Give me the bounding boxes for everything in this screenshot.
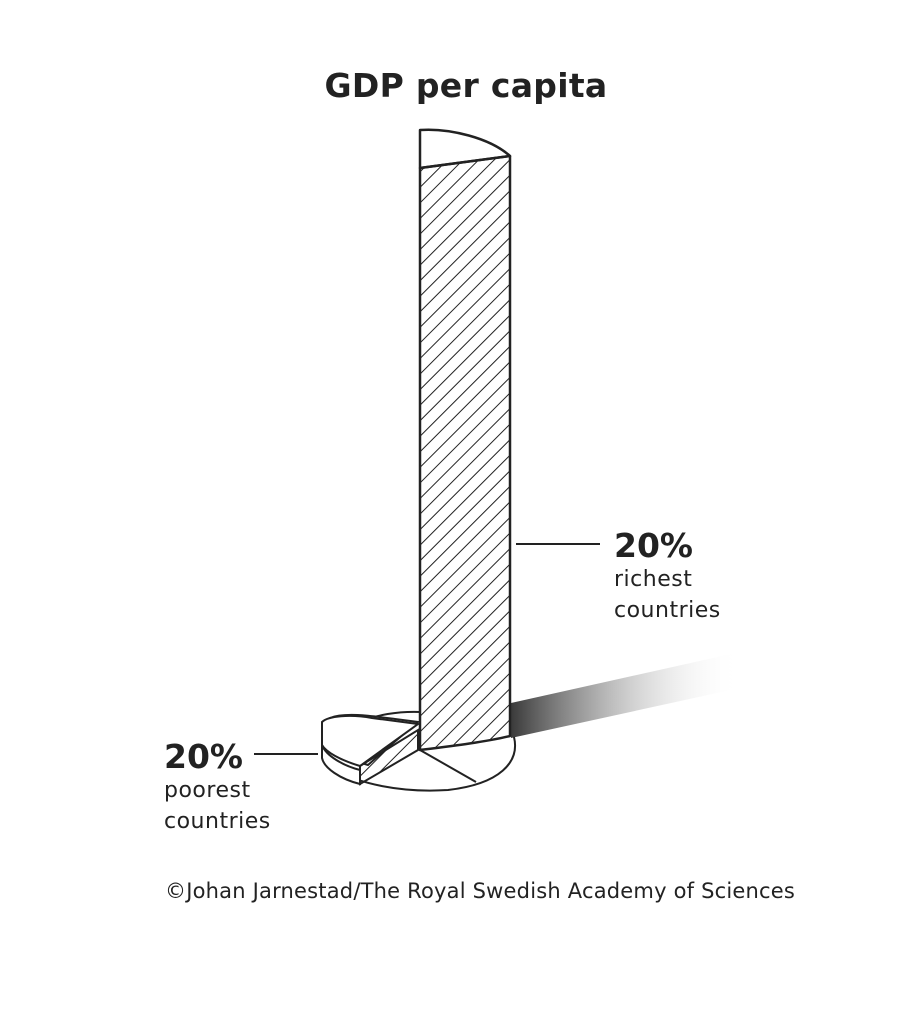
label-richest-percent: 20% [614,526,693,565]
chart-title: GDP per capita [324,66,608,105]
label-richest-line1: richest [614,567,693,592]
label-poorest-line1: poorest [164,778,251,803]
label-poorest-line2: countries [164,809,271,834]
column-shadow [511,652,740,738]
credit-text: ©Johan Jarnestad/The Royal Swedish Acade… [165,879,796,903]
pie-slice-richest [418,128,512,752]
label-richest-line2: countries [614,598,721,623]
label-richest: 20% richest countries [614,528,721,626]
pie-slice-poorest [321,713,421,786]
label-poorest: 20% poorest countries [164,739,271,837]
label-poorest-percent: 20% [164,737,243,776]
